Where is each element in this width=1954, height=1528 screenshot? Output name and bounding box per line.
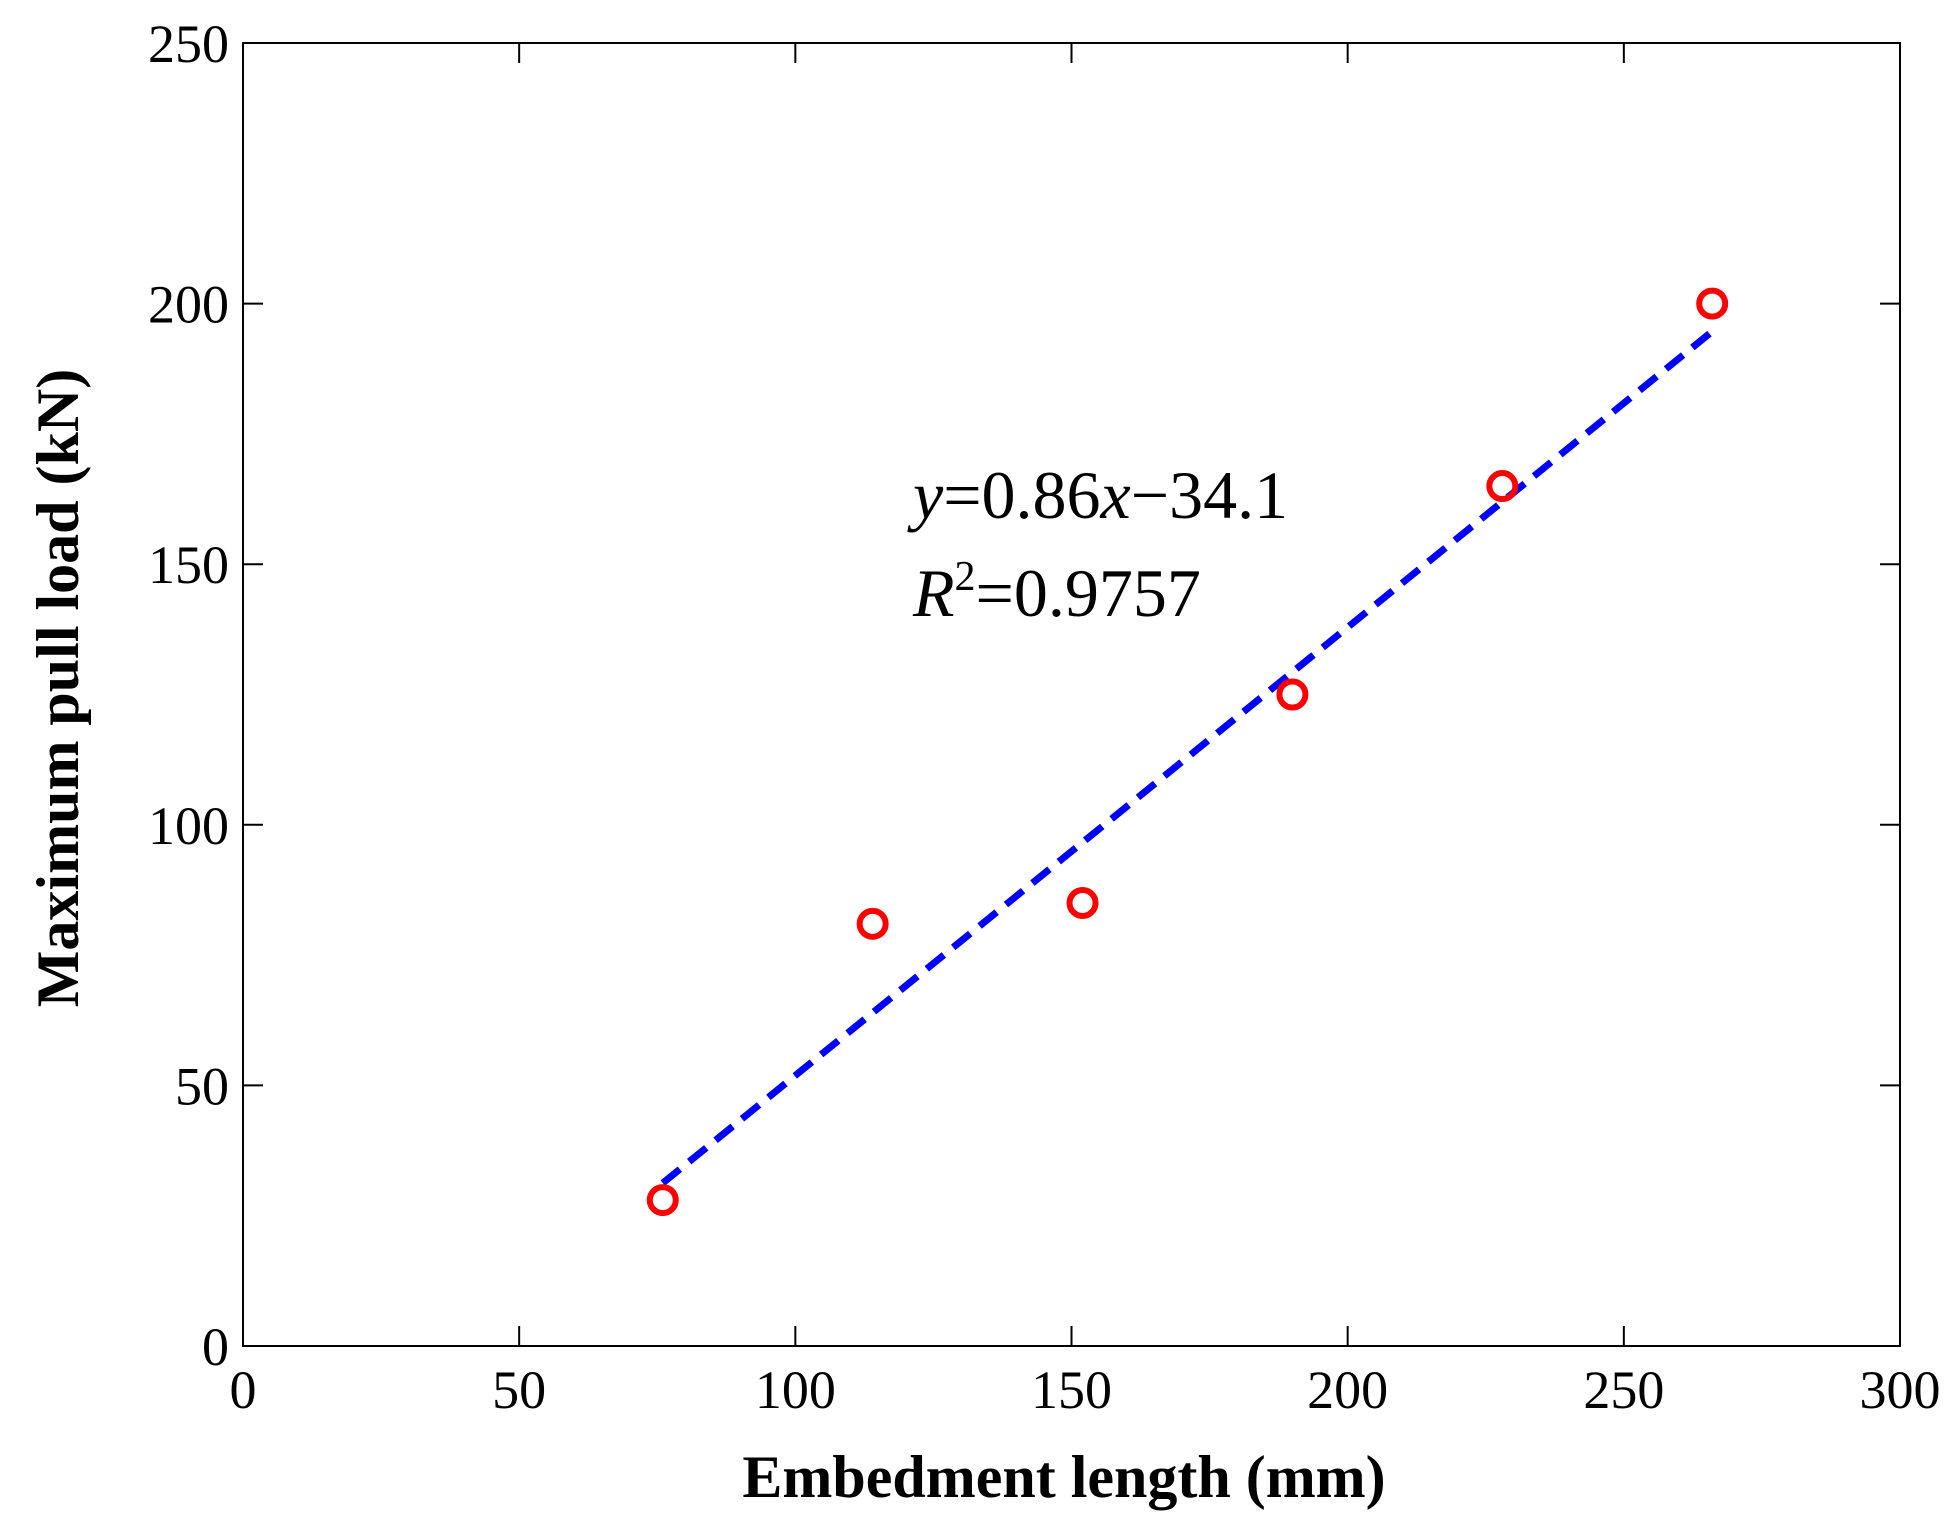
data-point-4 bbox=[1276, 678, 1309, 711]
data-point-5 bbox=[1486, 470, 1519, 503]
ticks-layer: 0 50 100 150 200 250 300 0 50 100 150 200 250 bbox=[148, 14, 1941, 1420]
x-tick-label-250: 250 bbox=[1583, 1360, 1664, 1420]
y-tick-label-100: 100 bbox=[148, 796, 229, 856]
y-tick-label-50: 50 bbox=[175, 1056, 229, 1116]
regression-equation: y=0.86x−34.1 bbox=[907, 457, 1288, 533]
data-point-2 bbox=[856, 907, 889, 940]
y-tick-label-0: 0 bbox=[202, 1317, 229, 1377]
y-axis-label: Maximum pull load (kN) bbox=[25, 369, 91, 1007]
x-tick-label-0: 0 bbox=[230, 1360, 257, 1420]
equation-y-symbol: y bbox=[907, 457, 944, 533]
x-tick-label-200: 200 bbox=[1307, 1360, 1388, 1420]
equation-intercept: −34.1 bbox=[1131, 457, 1288, 533]
r-superscript: 2 bbox=[955, 554, 976, 600]
fit-line bbox=[660, 328, 1715, 1186]
data-point-6 bbox=[1696, 287, 1729, 320]
r-squared-annotation: R2=0.9757 bbox=[912, 554, 1201, 631]
y-tick-label-250: 250 bbox=[148, 14, 229, 74]
x-tick-label-100: 100 bbox=[755, 1360, 836, 1420]
r-symbol: R bbox=[912, 555, 955, 631]
x-axis-label: Embedment length (mm) bbox=[742, 1444, 1385, 1510]
x-tick-label-50: 50 bbox=[492, 1360, 546, 1420]
x-tick-label-300: 300 bbox=[1860, 1360, 1941, 1420]
fit-line-layer bbox=[660, 328, 1715, 1186]
y-tick-label-150: 150 bbox=[148, 535, 229, 595]
y-tick-label-200: 200 bbox=[148, 275, 229, 335]
r-squared-value: =0.9757 bbox=[976, 555, 1201, 631]
data-point-1 bbox=[646, 1184, 679, 1217]
equation-x-symbol: x bbox=[1100, 457, 1131, 533]
equation-slope: =0.86 bbox=[943, 457, 1100, 533]
points-layer bbox=[646, 287, 1729, 1217]
data-point-3 bbox=[1066, 886, 1099, 919]
x-tick-label-150: 150 bbox=[1031, 1360, 1112, 1420]
